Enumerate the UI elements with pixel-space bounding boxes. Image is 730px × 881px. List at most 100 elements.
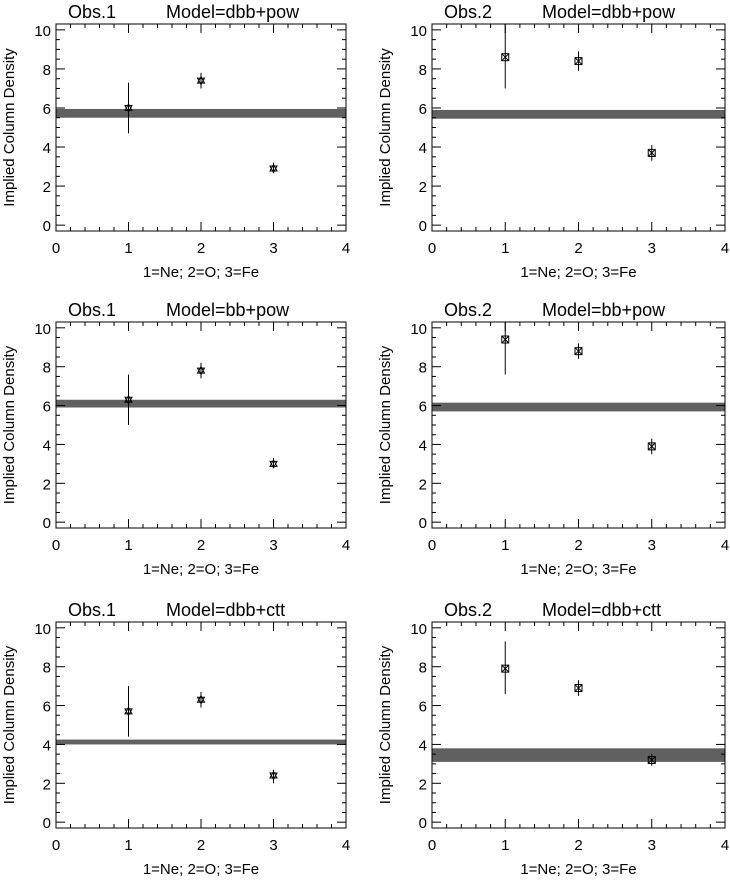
y-tick-label: 0 bbox=[419, 218, 427, 235]
plot-frame bbox=[55, 621, 347, 829]
y-tick-label: 4 bbox=[43, 437, 51, 454]
y-tick-label: 10 bbox=[34, 621, 51, 638]
x-axis-label: 1=Ne; 2=O; 3=Fe bbox=[143, 861, 259, 878]
plot-frame bbox=[431, 621, 726, 829]
x-tick-label: 3 bbox=[648, 537, 656, 554]
y-tick-label: 0 bbox=[419, 515, 427, 532]
plot-frame bbox=[55, 321, 347, 529]
y-tick-label: 4 bbox=[419, 140, 427, 157]
x-tick-label: 0 bbox=[428, 537, 436, 554]
y-axis-label: Implied Column Density bbox=[1, 345, 18, 504]
fitted-band bbox=[432, 109, 725, 119]
data-point bbox=[574, 680, 583, 696]
y-tick-label: 0 bbox=[43, 515, 51, 532]
panel-title-observation: Obs.1 bbox=[68, 600, 116, 620]
y-tick-label: 2 bbox=[419, 179, 427, 196]
panel-title-model: Model=bb+pow bbox=[166, 300, 290, 320]
box-marker bbox=[501, 53, 510, 62]
panel-title-model: Model=bb+pow bbox=[542, 300, 666, 320]
data-point bbox=[574, 343, 583, 359]
y-tick-label: 8 bbox=[43, 62, 51, 79]
data-point bbox=[196, 72, 206, 89]
x-tick-label: 4 bbox=[721, 837, 729, 854]
plot-frame bbox=[55, 23, 347, 232]
x-tick-label: 2 bbox=[574, 537, 582, 554]
x-tick-label: 2 bbox=[197, 837, 205, 854]
box-marker bbox=[647, 442, 656, 451]
panel-title-model: Model=dbb+ctt bbox=[542, 600, 661, 620]
data-point bbox=[124, 686, 133, 737]
y-tick-label: 10 bbox=[410, 321, 427, 338]
y-tick-label: 2 bbox=[43, 476, 51, 493]
x-tick-label: 0 bbox=[428, 240, 436, 257]
y-tick-label: 10 bbox=[34, 23, 51, 40]
x-tick-label: 1 bbox=[501, 240, 509, 257]
data-point bbox=[647, 145, 656, 161]
x-tick-label: 2 bbox=[197, 240, 205, 257]
panel-title-observation: Obs.1 bbox=[68, 300, 116, 320]
data-point bbox=[196, 362, 206, 379]
star-marker bbox=[196, 694, 206, 705]
x-tick-label: 1 bbox=[501, 837, 509, 854]
box-marker bbox=[574, 347, 583, 356]
fitted-band bbox=[56, 399, 346, 408]
fitted-band bbox=[432, 402, 725, 412]
x-axis-label: 1=Ne; 2=O; 3=Fe bbox=[520, 561, 636, 578]
y-tick-label: 10 bbox=[410, 23, 427, 40]
x-axis-label: 1=Ne; 2=O; 3=Fe bbox=[520, 264, 636, 281]
fitted-band bbox=[56, 108, 346, 118]
box-marker bbox=[647, 755, 656, 764]
panel-1: 0 1 2 3 4 0 2 4 6 8 10 Obs.1 Model=dbb+pow 1=Ne; 2=O;… bbox=[1, 2, 350, 281]
data-point bbox=[269, 458, 278, 469]
star-marker bbox=[269, 458, 278, 469]
data-point bbox=[647, 438, 656, 455]
y-tick-label: 0 bbox=[419, 815, 427, 832]
star-marker bbox=[196, 365, 206, 376]
panel-title-model: Model=dbb+ctt bbox=[166, 600, 285, 620]
x-tick-label: 4 bbox=[342, 537, 350, 554]
y-tick-label: 2 bbox=[419, 476, 427, 493]
panel-6: 0 1 2 3 4 0 2 4 6 8 10 Obs.2 Model=dbb+ctt 1=Ne; 2=O;… bbox=[377, 600, 729, 878]
y-tick-label: 8 bbox=[419, 62, 427, 79]
y-tick-label: 4 bbox=[419, 737, 427, 754]
x-tick-label: 1 bbox=[124, 537, 132, 554]
data-point bbox=[269, 162, 278, 174]
data-point bbox=[269, 769, 278, 784]
star-marker bbox=[269, 770, 278, 781]
data-point bbox=[501, 641, 510, 694]
x-tick-label: 3 bbox=[269, 837, 277, 854]
y-tick-label: 6 bbox=[43, 101, 51, 118]
data-point bbox=[501, 322, 510, 375]
panel-5: 0 1 2 3 4 0 2 4 6 8 10 Obs.1 Model=dbb+ctt 1=Ne; 2=O;… bbox=[1, 600, 350, 878]
y-tick-label: 6 bbox=[43, 399, 51, 416]
y-tick-label: 8 bbox=[419, 660, 427, 677]
star-marker bbox=[124, 706, 133, 717]
star-marker bbox=[269, 163, 278, 174]
box-marker bbox=[501, 664, 510, 673]
box-marker bbox=[501, 335, 510, 344]
x-tick-label: 1 bbox=[124, 240, 132, 257]
x-tick-label: 3 bbox=[648, 837, 656, 854]
x-tick-label: 0 bbox=[52, 537, 60, 554]
y-tick-label: 0 bbox=[43, 815, 51, 832]
x-tick-label: 0 bbox=[52, 240, 60, 257]
panel-4: 0 1 2 3 4 0 2 4 6 8 10 Obs.2 Model=bb+pow 1=Ne; 2=O; … bbox=[377, 300, 729, 578]
x-axis-label: 1=Ne; 2=O; 3=Fe bbox=[520, 861, 636, 878]
x-tick-label: 2 bbox=[574, 837, 582, 854]
y-tick-label: 8 bbox=[43, 660, 51, 677]
y-tick-label: 4 bbox=[419, 437, 427, 454]
data-point bbox=[501, 24, 510, 89]
x-tick-label: 3 bbox=[648, 240, 656, 257]
y-tick-label: 10 bbox=[410, 621, 427, 638]
panel-title-model: Model=dbb+pow bbox=[542, 2, 676, 22]
star-marker bbox=[124, 394, 133, 405]
y-axis-label: Implied Column Density bbox=[377, 645, 394, 804]
data-point bbox=[647, 754, 656, 766]
x-tick-label: 0 bbox=[428, 837, 436, 854]
box-marker bbox=[647, 148, 656, 157]
box-marker bbox=[574, 684, 583, 693]
y-tick-label: 2 bbox=[419, 776, 427, 793]
y-tick-label: 10 bbox=[34, 321, 51, 338]
y-tick-label: 4 bbox=[43, 140, 51, 157]
